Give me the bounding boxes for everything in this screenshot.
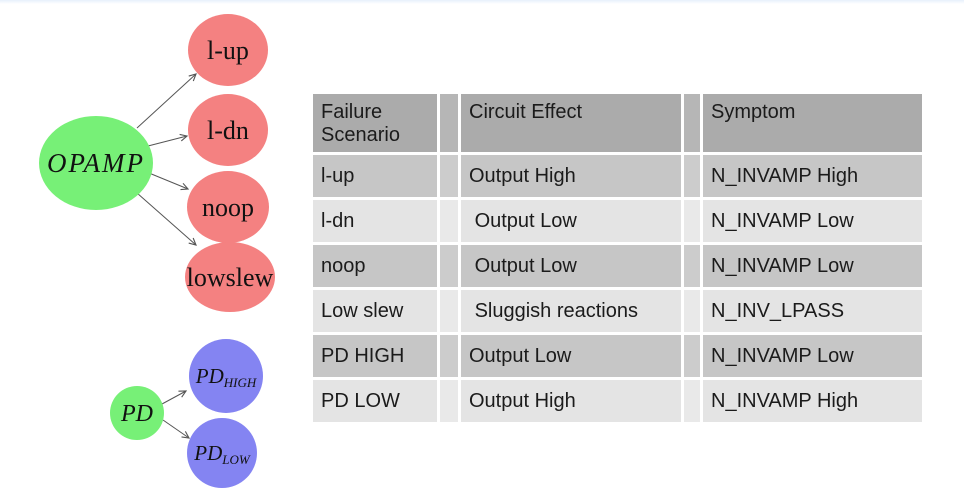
cell-effect: Output High [461,155,681,197]
cell-scenario: l-up [313,155,437,197]
spacer-cell [684,290,700,332]
opamp-edges [136,74,196,245]
node-pd-label: PD [120,401,153,427]
header-failure-scenario: Failure Scenario [313,94,437,152]
edge-opamp-lup [136,74,196,129]
cell-symptom: N_INVAMP Low [703,335,922,377]
edge-opamp-ldn [147,136,187,147]
node-pd-high: PDHIGH [189,339,263,413]
node-pd: PD [110,386,164,440]
node-noop-label: noop [202,193,254,222]
header-circuit-effect: Circuit Effect [461,94,681,152]
spacer-cell [684,200,700,242]
pd-edges [161,391,189,438]
header-spacer-2 [684,94,700,152]
edge-opamp-noop [148,172,188,189]
cell-effect: Output Low [461,200,681,242]
node-opamp: OPAMP [39,116,153,210]
node-noop: noop [187,171,269,243]
cell-scenario: noop [313,245,437,287]
fault-tree-diagram: OPAMP l-up l-dn noop lowslew PD PDHIGH [39,14,275,488]
edge-pd-low [162,419,189,438]
cell-scenario: PD LOW [313,380,437,422]
node-lowslew: lowslew [185,242,275,312]
node-lup: l-up [188,14,268,86]
node-lowslew-label: lowslew [187,263,274,292]
node-pd-high-label: PDHIGH [195,364,257,390]
failure-scenario-table: Failure Scenario Circuit Effect Symptom … [313,94,922,422]
spacer-cell [440,155,458,197]
node-pd-low: PDLOW [187,418,257,488]
cell-effect: Output Low [461,335,681,377]
spacer-cell [440,200,458,242]
pd-high-main: PD [195,364,224,388]
top-edge-strip [0,0,964,4]
spacer-cell [440,245,458,287]
cell-symptom: N_INVAMP High [703,380,922,422]
cell-effect: Output Low [461,245,681,287]
node-opamp-label: OPAMP [47,148,145,178]
node-pd-low-label: PDLOW [193,441,251,467]
edge-pd-high [161,391,186,405]
header-spacer-1 [440,94,458,152]
pd-low-main: PD [193,441,222,465]
spacer-cell [440,335,458,377]
pd-high-subscript: HIGH [223,375,257,390]
cell-scenario: Low slew [313,290,437,332]
cell-symptom: N_INVAMP Low [703,200,922,242]
node-lup-label: l-up [207,36,249,65]
node-ldn-label: l-dn [207,116,249,145]
edge-opamp-lowslew [136,192,196,245]
node-ldn: l-dn [188,94,268,166]
pd-low-subscript: LOW [221,452,251,467]
spacer-cell [440,290,458,332]
spacer-cell [440,380,458,422]
cell-symptom: N_INV_LPASS [703,290,922,332]
header-symptom: Symptom [703,94,922,152]
cell-symptom: N_INVAMP Low [703,245,922,287]
spacer-cell [684,335,700,377]
spacer-cell [684,155,700,197]
cell-effect: Sluggish reactions [461,290,681,332]
cell-scenario: l-dn [313,200,437,242]
cell-scenario: PD HIGH [313,335,437,377]
cell-symptom: N_INVAMP High [703,155,922,197]
cell-effect: Output High [461,380,681,422]
spacer-cell [684,245,700,287]
spacer-cell [684,380,700,422]
